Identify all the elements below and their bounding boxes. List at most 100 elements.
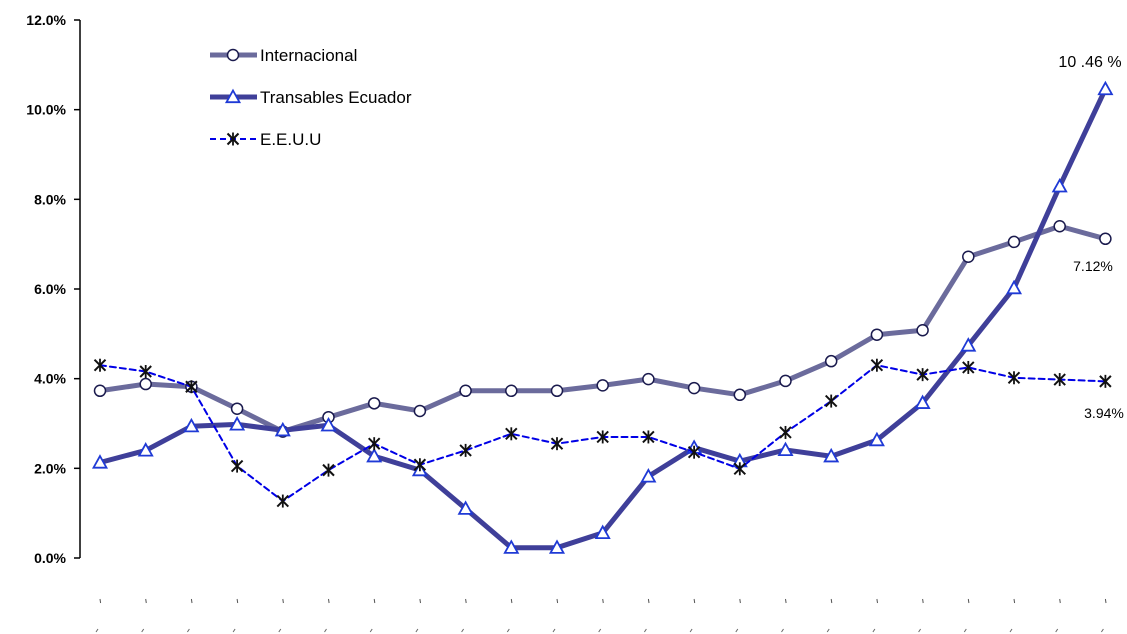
data-point xyxy=(1051,177,1068,193)
x-tick-label xyxy=(689,628,693,633)
y-tick-label: 12.0% xyxy=(26,12,66,28)
data-point xyxy=(870,328,884,341)
data-point xyxy=(1007,235,1021,249)
legend-item-e-e-u-u: E.E.U.U xyxy=(210,130,321,149)
y-tick-group: 0.0% 2.0% 4.0% 6.0% 8.0% 10.0% 12.0% xyxy=(26,12,80,566)
series-e-e-u-u xyxy=(93,358,1112,508)
data-point xyxy=(823,447,840,463)
x-tick-mark xyxy=(602,598,604,604)
x-tick-mark xyxy=(556,598,559,604)
y-tick-label: 10.0% xyxy=(26,102,66,118)
data-point xyxy=(1005,279,1023,295)
data-point xyxy=(733,388,747,402)
data-point xyxy=(366,447,383,463)
data-point xyxy=(824,354,838,368)
data-point xyxy=(322,463,335,477)
data-label-transables-last: 10 .46 % xyxy=(1058,54,1121,71)
data-point xyxy=(91,454,109,469)
y-tick-label: 4.0% xyxy=(34,371,66,387)
x-tick-mark xyxy=(236,598,239,604)
x-tick-mark xyxy=(1059,598,1061,604)
x-tick-mark xyxy=(419,598,421,604)
x-tick-mark xyxy=(785,598,787,604)
legend-item-internacional: Internacional xyxy=(210,46,357,65)
data-point xyxy=(824,394,838,408)
data-point xyxy=(413,458,427,472)
data-point xyxy=(1099,374,1112,388)
data-point xyxy=(550,437,564,451)
data-point xyxy=(459,443,472,457)
legend-marker xyxy=(226,132,240,146)
data-point xyxy=(548,539,566,554)
x-tick-label xyxy=(781,628,784,633)
data-point xyxy=(1053,219,1066,233)
data-point xyxy=(1053,373,1066,387)
data-point xyxy=(139,364,152,378)
data-point xyxy=(505,427,518,441)
x-tick-mark xyxy=(373,598,376,604)
y-tick-label: 8.0% xyxy=(34,191,66,207)
series-line-internacional xyxy=(97,223,1108,435)
x-tick-label xyxy=(141,628,145,633)
data-point xyxy=(230,402,244,415)
series-transables-ecuador xyxy=(91,80,1114,554)
x-tick-group xyxy=(95,598,1107,633)
x-tick-label xyxy=(461,628,465,633)
x-tick-label xyxy=(598,628,602,633)
y-tick-label: 6.0% xyxy=(34,281,66,297)
x-tick-label xyxy=(826,628,830,633)
data-point xyxy=(367,437,381,451)
data-point xyxy=(777,441,794,457)
legend-marker xyxy=(224,88,242,104)
x-tick-label xyxy=(506,628,510,633)
x-tick-mark xyxy=(190,598,193,604)
data-point xyxy=(594,524,611,539)
x-tick-label xyxy=(1009,628,1013,633)
x-tick-mark xyxy=(145,598,147,604)
data-point xyxy=(960,337,977,352)
x-tick-label xyxy=(918,628,922,633)
x-tick-label xyxy=(278,628,282,633)
x-tick-label xyxy=(872,628,876,633)
data-point xyxy=(596,379,609,392)
data-point xyxy=(367,397,381,410)
x-tick-mark xyxy=(830,598,833,604)
data-point xyxy=(1007,371,1021,385)
x-tick-label xyxy=(735,628,739,633)
series-line-transables-ecuador xyxy=(97,86,1108,551)
legend-label: E.E.U.U xyxy=(260,130,321,149)
legend-label: Transables Ecuador xyxy=(260,88,412,107)
x-tick-mark xyxy=(1104,598,1107,604)
data-point xyxy=(642,430,655,444)
data-point xyxy=(596,430,609,444)
x-tick-label xyxy=(186,628,190,633)
data-point xyxy=(93,358,107,372)
data-point xyxy=(274,421,291,437)
x-tick-mark xyxy=(693,598,696,604)
data-point xyxy=(914,394,931,409)
data-label-group: 10 .46 % 7.12% 3.94% xyxy=(1058,54,1123,421)
x-tick-label xyxy=(324,628,327,633)
data-point xyxy=(503,539,520,554)
data-point xyxy=(779,374,792,388)
data-point xyxy=(1097,80,1114,96)
data-point xyxy=(870,358,884,372)
x-tick-label xyxy=(95,628,99,633)
data-point xyxy=(916,323,929,337)
x-tick-label xyxy=(232,628,236,633)
legend-item-transables-ecuador: Transables Ecuador xyxy=(210,88,412,107)
data-point xyxy=(642,372,655,386)
x-tick-mark xyxy=(1013,598,1016,604)
data-label-eeuu-last: 3.94% xyxy=(1084,405,1124,421)
data-point xyxy=(457,500,474,515)
x-tick-label xyxy=(415,628,419,633)
x-tick-mark xyxy=(282,598,284,604)
data-point xyxy=(276,494,290,508)
data-label-internacional-last: 7.12% xyxy=(1073,258,1113,274)
y-tick-label: 2.0% xyxy=(34,460,66,476)
x-tick-label xyxy=(643,628,647,633)
data-point xyxy=(916,368,929,382)
y-tick-label: 0.0% xyxy=(34,550,66,566)
data-point xyxy=(413,404,427,418)
